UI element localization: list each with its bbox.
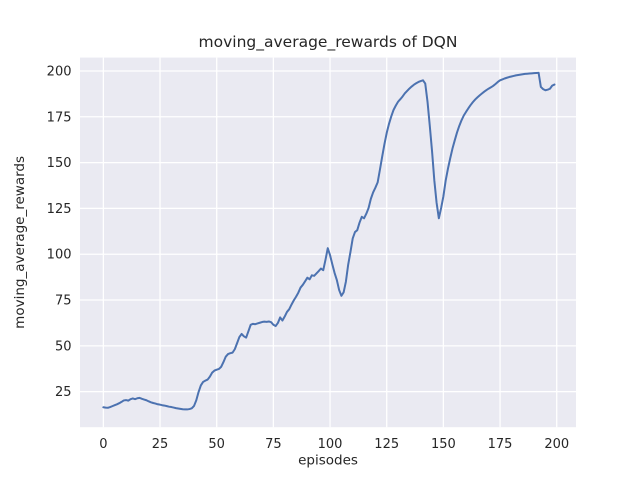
x-tick-label: 100: [318, 437, 343, 452]
x-tick-label: 125: [374, 437, 399, 452]
y-tick-label: 100: [47, 248, 72, 263]
x-tick-label: 25: [152, 437, 169, 452]
y-axis-label: moving_average_rewards: [12, 156, 28, 329]
y-tick-label: 150: [47, 156, 72, 171]
plot-area: [80, 57, 576, 428]
x-tick-label: 50: [208, 437, 225, 452]
y-tick-label: 125: [47, 202, 72, 217]
y-tick-label: 50: [55, 339, 72, 354]
gridlines: [80, 57, 576, 428]
x-tick-label: 175: [488, 437, 513, 452]
x-tick-label: 150: [431, 437, 456, 452]
x-tick-label: 75: [265, 437, 282, 452]
y-tick-label: 75: [55, 294, 72, 309]
y-tick-label: 25: [55, 385, 72, 400]
y-axis-tick-labels: 25 50 75 100 125 150 175 200: [47, 64, 72, 400]
x-axis-label: episodes: [298, 453, 358, 469]
y-tick-label: 175: [47, 110, 72, 125]
x-tick-label: 200: [544, 437, 569, 452]
y-tick-label: 200: [47, 64, 72, 79]
chart-title: moving_average_rewards of DQN: [199, 33, 458, 52]
x-axis-tick-labels: 0 25 50 75 100 125 150 175 200: [99, 437, 569, 452]
x-tick-label: 0: [99, 437, 107, 452]
dqn-rewards-line: [102, 71, 556, 411]
